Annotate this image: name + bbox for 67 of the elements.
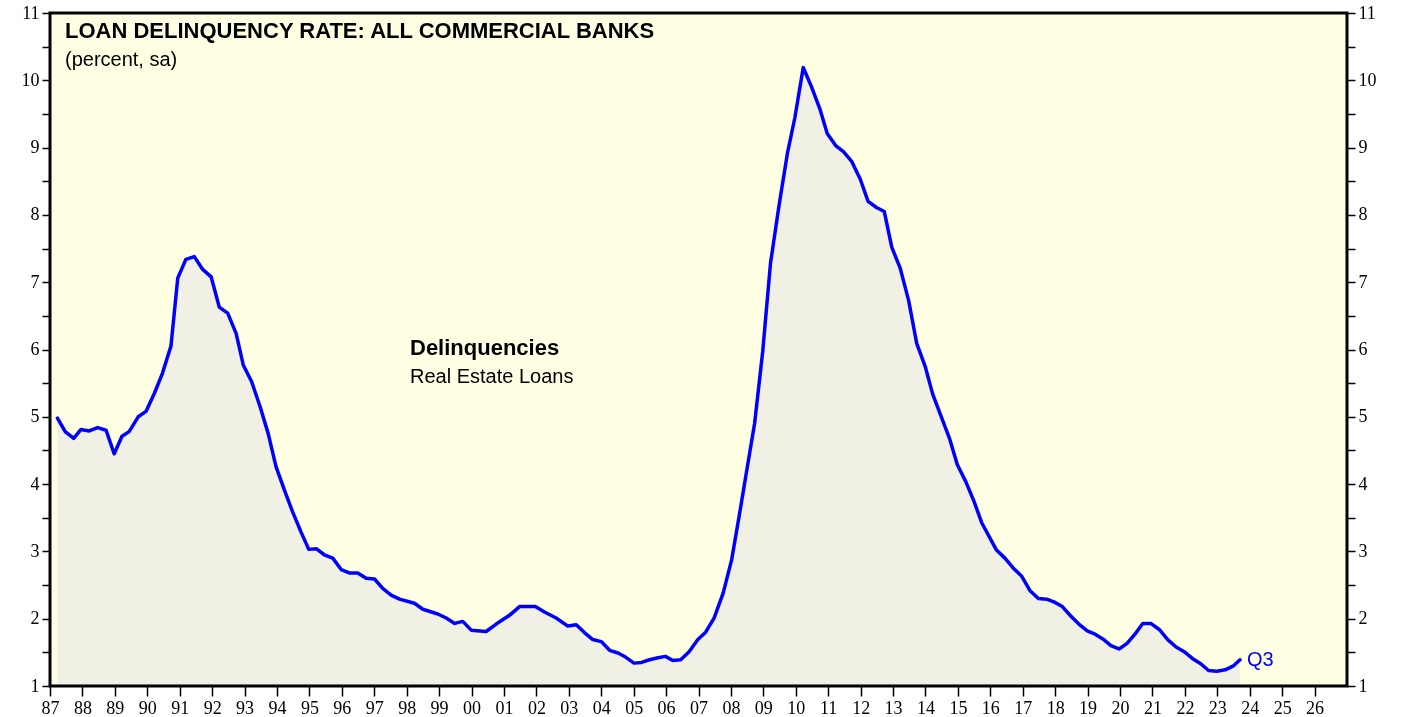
text: (percent, sa)	[65, 48, 178, 70]
x-tick-label: 00	[463, 697, 482, 717]
x-tick-label: 03	[560, 697, 579, 717]
x-tick-label: 23	[1208, 697, 1227, 717]
y-tick-label: 9	[30, 137, 40, 158]
x-tick-label: 16	[981, 697, 1000, 717]
x-tick-label: 95	[300, 697, 319, 717]
y2-tick-label: 2	[1358, 608, 1368, 629]
x-tick-label: 08	[722, 697, 741, 717]
y-tick-label: 6	[30, 339, 40, 359]
y-tick-label: 5	[30, 406, 40, 427]
y2-tick-label: 4	[1358, 473, 1368, 494]
annotation: Real Estate Loans	[410, 365, 574, 387]
x-tick-label: 87	[41, 697, 60, 717]
x-tick-label: 09	[754, 697, 773, 717]
x-tick-label: 05	[625, 697, 644, 717]
y-tick-label: 2	[30, 608, 40, 629]
y2-tick-label: 3	[1358, 540, 1368, 561]
x-tick-label: 11	[820, 697, 838, 717]
x-tick-label: 01	[495, 697, 514, 717]
x-tick-label: 90	[138, 697, 157, 717]
x-tick-label: 94	[268, 697, 287, 717]
y-tick-label: 11	[22, 2, 40, 23]
y2-tick-label: 5	[1358, 406, 1368, 427]
x-tick-label: 26	[1306, 697, 1325, 717]
x-tick-label: 07	[690, 697, 708, 717]
annotation: Q3	[1247, 647, 1274, 670]
x-tick-label: 98	[398, 697, 417, 717]
x-tick-label: 99	[430, 697, 449, 717]
y2-tick-label: 1	[1358, 675, 1368, 696]
x-tick-label: 91	[171, 697, 190, 717]
y-tick-label: 7	[30, 271, 40, 292]
y2-tick-label: 7	[1358, 271, 1368, 292]
y2-tick-label: 9	[1358, 137, 1368, 158]
y-tick-label: 4	[30, 473, 40, 494]
x-tick-label: 04	[592, 697, 611, 717]
x-tick-label: 02	[527, 697, 546, 717]
x-tick-label: 21	[1143, 697, 1162, 717]
y-tick-label: 3	[30, 540, 40, 561]
y2-tick-label: 11	[1358, 2, 1376, 23]
x-tick-label: 06	[657, 697, 676, 717]
y-tick-label: 10	[21, 69, 40, 90]
y2-tick-label: 10	[1358, 69, 1377, 90]
annotation: Delinquencies	[410, 335, 560, 360]
x-tick-label: 13	[884, 697, 903, 717]
x-tick-label: 14	[916, 697, 935, 717]
x-tick-label: 88	[73, 697, 92, 717]
y-tick-label: 1	[30, 675, 40, 696]
y-tick-label: 8	[30, 204, 40, 225]
x-tick-label: 20	[1111, 697, 1130, 717]
x-tick-label: 10	[787, 697, 806, 717]
x-tick-label: 97	[365, 697, 384, 717]
x-tick-label: 18	[1046, 697, 1065, 717]
x-tick-label: 17	[1014, 697, 1033, 717]
y2-tick-label: 8	[1358, 204, 1368, 225]
x-tick-label: 25	[1273, 697, 1292, 717]
chart-title: LOAN DELINQUENCY RATE: ALL COMMERCIAL BANKS	[65, 18, 655, 43]
x-tick-label: 12	[852, 697, 871, 717]
x-tick-label: 22	[1176, 697, 1195, 717]
x-tick-label: 92	[203, 697, 222, 717]
x-tick-label: 19	[1079, 697, 1098, 717]
y2-tick-label: 6	[1358, 339, 1368, 359]
x-tick-label: 93	[236, 697, 255, 717]
x-tick-label: 15	[949, 697, 968, 717]
x-tick-label: 89	[106, 697, 125, 717]
x-tick-label: 96	[333, 697, 352, 717]
x-tick-label: 24	[1241, 697, 1260, 717]
